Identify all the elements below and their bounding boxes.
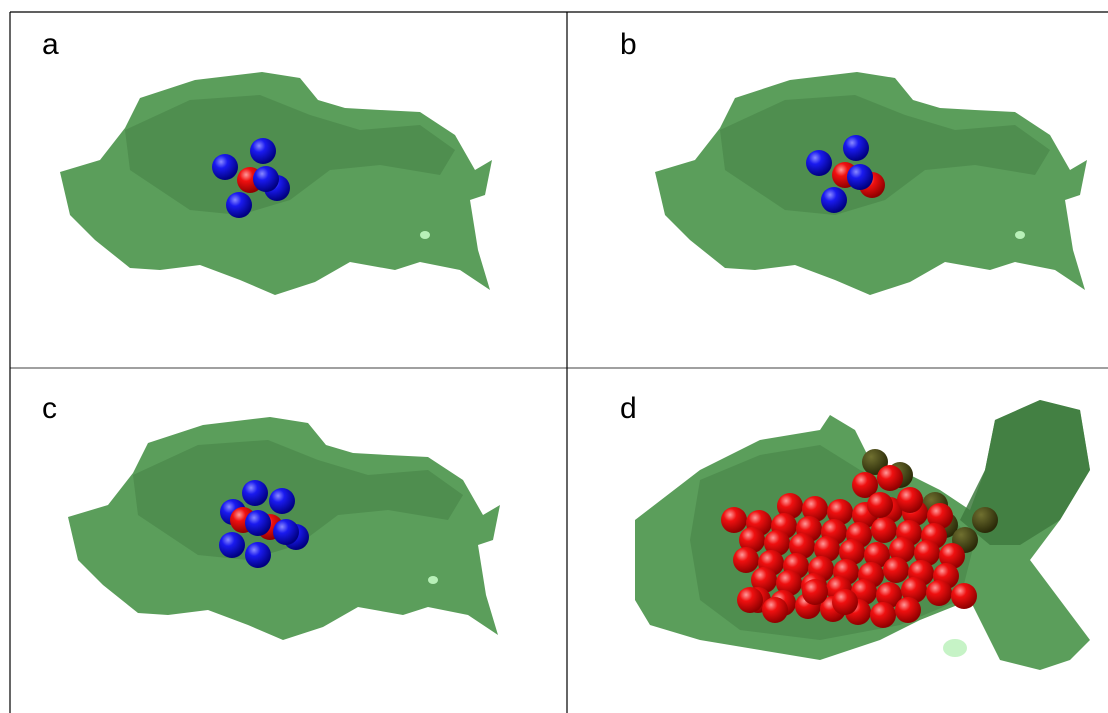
- figure: a b c: [0, 0, 1108, 713]
- sphere: [883, 557, 909, 583]
- sphere: [867, 492, 893, 518]
- panel-label: a: [42, 28, 59, 61]
- sphere: [870, 602, 896, 628]
- panel-label: b: [620, 28, 637, 61]
- sphere: [762, 597, 788, 623]
- sphere: [951, 583, 977, 609]
- sphere: [897, 487, 923, 513]
- page: {"panels": [{"label": "a"}, {"label": "b…: [0, 0, 1108, 713]
- sphere: [721, 507, 747, 533]
- sphere: [877, 465, 903, 491]
- sphere: [972, 507, 998, 533]
- sphere: [926, 580, 952, 606]
- sphere: [733, 547, 759, 573]
- sphere: [832, 589, 858, 615]
- panel-label: c: [42, 392, 57, 425]
- sphere: [871, 517, 897, 543]
- panel-c: [68, 417, 500, 640]
- sphere: [895, 597, 921, 623]
- panel-d: [635, 400, 1090, 670]
- highlight: [943, 639, 967, 657]
- sphere: [802, 579, 828, 605]
- panel-b: [655, 72, 1087, 295]
- panel-label: d: [620, 392, 637, 425]
- sphere: [737, 587, 763, 613]
- panel-a: a: [42, 28, 492, 295]
